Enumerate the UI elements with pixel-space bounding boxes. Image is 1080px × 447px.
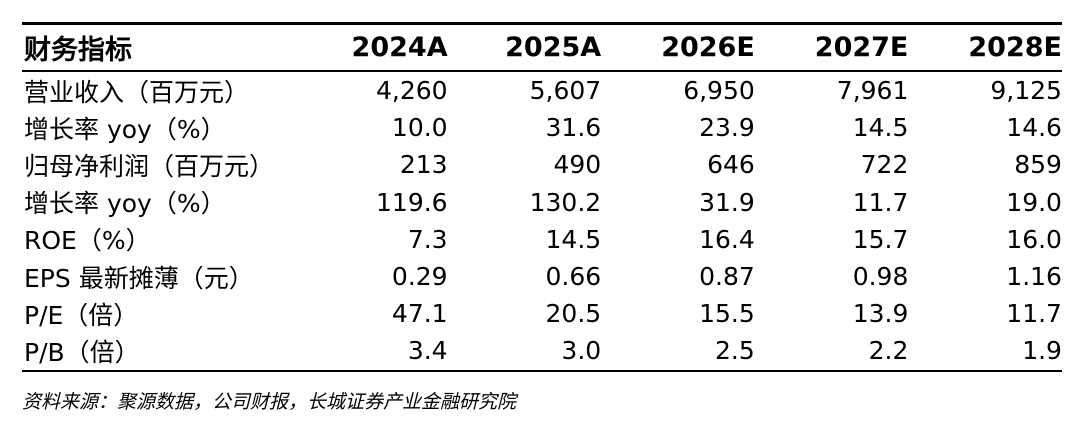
row-value: 3.0 [561, 336, 602, 366]
row-value: 19.0 [1006, 187, 1062, 217]
table-bottom-rule [22, 369, 1062, 372]
row-value: 7,961 [836, 76, 909, 106]
row-value: 130.2 [529, 187, 602, 217]
header-year: 2028E [968, 32, 1062, 63]
header-year: 2024A [351, 32, 448, 63]
source-note: 资料来源：聚源数据，公司财报，长城证券产业金融研究院 [22, 391, 517, 413]
row-value: 15.7 [852, 224, 909, 254]
table-row: 增长率 yoy（%） 119.6 130.2 31.9 11.7 19.0 [22, 184, 1062, 221]
table-row: 增长率 yoy（%） 10.0 31.6 23.9 14.5 14.6 [22, 109, 1062, 146]
row-label: P/B（倍） [24, 337, 140, 367]
table-top-rule [22, 22, 1062, 25]
row-value: 646 [707, 150, 755, 180]
row-value: 16.0 [1006, 224, 1062, 254]
row-value: 119.6 [376, 187, 448, 217]
row-value: 0.29 [391, 262, 448, 292]
row-value: 11.7 [852, 187, 909, 217]
row-value: 31.9 [699, 187, 755, 217]
row-value: 10.0 [391, 113, 448, 143]
row-value: 31.6 [545, 113, 602, 143]
table-row: EPS 最新摊薄（元） 0.29 0.66 0.87 0.98 1.16 [22, 258, 1062, 295]
table-row: 归母净利润（百万元） 213 490 646 722 859 [22, 146, 1062, 183]
row-value: 14.6 [1006, 113, 1062, 143]
row-value: 1.16 [1006, 262, 1062, 292]
row-value: 0.87 [699, 262, 755, 292]
row-value: 16.4 [699, 224, 755, 254]
header-year: 2025A [505, 32, 602, 63]
header-year: 2027E [814, 32, 909, 63]
row-value: 9,125 [990, 76, 1062, 106]
row-value: 0.66 [545, 262, 602, 292]
row-value: 859 [1014, 150, 1062, 180]
row-label: 增长率 yoy（%） [24, 189, 226, 219]
row-value: 14.5 [852, 113, 909, 143]
header-label: 财务指标 [24, 35, 132, 66]
table-row: P/B（倍） 3.4 3.0 2.5 2.2 1.9 [22, 332, 1062, 369]
row-label: 增长率 yoy（%） [24, 114, 226, 144]
table-row: 营业收入（百万元） 4,260 5,607 6,950 7,961 9,125 [22, 72, 1062, 109]
header-year: 2026E [661, 32, 755, 63]
table-row: ROE（%） 7.3 14.5 16.4 15.7 16.0 [22, 221, 1062, 258]
row-value: 15.5 [699, 299, 755, 329]
row-value: 213 [399, 150, 448, 180]
row-value: 14.5 [545, 224, 602, 254]
row-value: 23.9 [699, 113, 755, 143]
table-row: P/E（倍） 47.1 20.5 15.5 13.9 11.7 [22, 295, 1062, 332]
row-value: 13.9 [852, 299, 909, 329]
row-value: 0.98 [852, 262, 909, 292]
row-value: 20.5 [545, 299, 602, 329]
row-value: 11.7 [1006, 299, 1062, 329]
row-value: 7.3 [407, 224, 448, 254]
row-label: P/E（倍） [24, 300, 139, 330]
row-value: 6,950 [683, 76, 755, 106]
row-value: 2.2 [868, 336, 909, 366]
row-label: 营业收入（百万元） [24, 77, 250, 107]
row-value: 2.5 [715, 336, 755, 366]
row-label: 归母净利润（百万元） [24, 151, 275, 181]
row-value: 3.4 [407, 336, 448, 366]
row-value: 1.9 [1022, 336, 1062, 366]
table-header-rule [22, 70, 1062, 72]
row-label: EPS 最新摊薄（元） [24, 263, 254, 293]
row-value: 47.1 [391, 299, 448, 329]
row-label: ROE（%） [24, 226, 151, 256]
row-value: 490 [553, 150, 602, 180]
table-header-row: 财务指标 2024A 2025A 2026E 2027E 2028E [22, 25, 1062, 70]
row-value: 722 [860, 150, 909, 180]
row-value: 4,260 [376, 76, 448, 106]
row-value: 5,607 [529, 76, 602, 106]
financial-indicators-table: 财务指标 2024A 2025A 2026E 2027E 2028E 营业收入（… [22, 22, 1062, 372]
